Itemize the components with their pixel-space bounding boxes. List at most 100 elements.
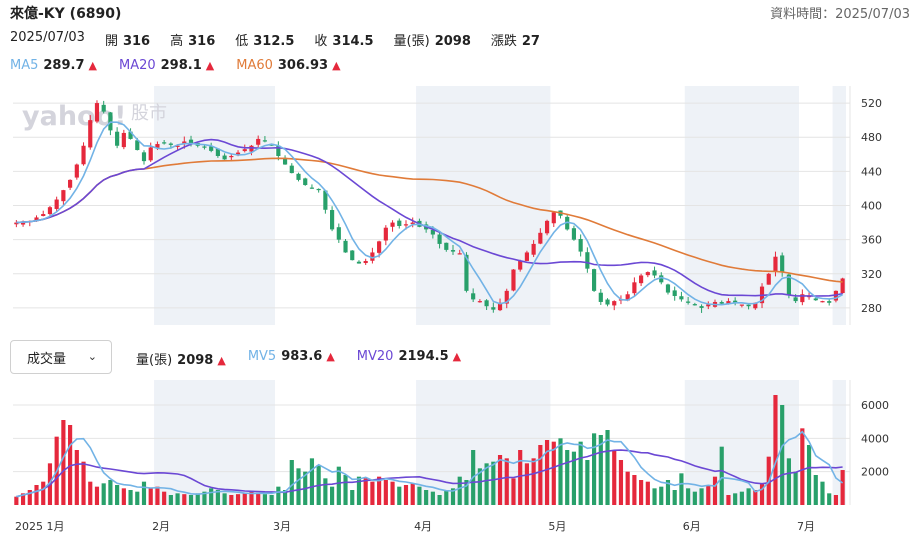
candle-body (692, 304, 697, 306)
data-time: 資料時間：2025/07/03 (770, 7, 910, 22)
candle-body (639, 275, 644, 284)
up-arrow-icon: ▲ (332, 59, 341, 72)
volume-bar (363, 478, 368, 505)
volume-bar (437, 495, 442, 505)
volume-bar (632, 475, 637, 505)
volume-bar (141, 481, 147, 505)
candle-body (148, 147, 153, 161)
volume-bar (652, 488, 657, 505)
candle-body (531, 243, 536, 255)
candle-body (753, 302, 758, 309)
volume-bar (403, 485, 409, 505)
up-arrow-icon: ▲ (217, 354, 226, 367)
volume-bar (592, 433, 597, 505)
x-tick-label: 6月 (683, 520, 701, 533)
candle-body (309, 187, 315, 189)
candle-body (202, 146, 207, 148)
candle-body (780, 255, 785, 273)
volume-bar (780, 405, 785, 505)
candle-body (235, 152, 241, 156)
candle-body (343, 240, 348, 253)
volume-bar (605, 430, 610, 505)
candle-body (565, 216, 570, 230)
candle-body (162, 142, 167, 144)
ma-legend: MA5 289.7 ▲ MA20 298.1 ▲ MA60 306.93 ▲ (10, 58, 341, 73)
candle-body (410, 222, 415, 225)
candle-body (645, 272, 650, 276)
candle-body (719, 302, 724, 304)
candle-body (450, 250, 456, 252)
candle-body (229, 155, 234, 158)
candle-body (598, 292, 603, 302)
candle-body (323, 190, 328, 210)
volume-bar (571, 451, 577, 505)
volume-bar (88, 481, 93, 505)
up-arrow-icon: ▲ (205, 59, 215, 72)
volume-tick-label: 4000 (861, 432, 889, 445)
volume-bar (168, 495, 173, 505)
up-arrow-icon: ▲ (326, 350, 335, 363)
volume-bar (497, 455, 503, 505)
candle-body (182, 141, 187, 144)
volume-bar (746, 488, 751, 505)
candle-body (282, 157, 288, 165)
ma5-line (16, 121, 843, 306)
volume-bar (188, 495, 194, 505)
volume-bar (585, 460, 590, 505)
candle-body (672, 290, 677, 296)
candle-body (437, 234, 442, 244)
quote-open: 開 316 (104, 34, 151, 49)
volume-bar (296, 468, 301, 505)
candle-body (108, 112, 113, 131)
mv5-line (16, 430, 844, 498)
candle-body (390, 222, 395, 227)
up-arrow-icon: ▲ (88, 59, 97, 72)
volume-bar (34, 485, 39, 505)
candle-body (336, 227, 341, 240)
volume-bar (484, 463, 489, 505)
volume-bar (759, 483, 765, 505)
volume-bar (491, 461, 496, 505)
candle-body (61, 190, 66, 202)
x-tick-label: 4月 (414, 520, 432, 533)
candle-body (800, 294, 805, 303)
candle-body (538, 232, 543, 244)
quote-row: 2025/07/03 開 316 高 316 低 312.5 收 314.5 量(張) 2… (10, 30, 540, 49)
volume-bar (504, 458, 509, 505)
volume-bar (686, 488, 691, 505)
volume-bar (121, 488, 126, 505)
price-tick-label: 480 (861, 131, 882, 144)
candle-body (665, 284, 671, 293)
volume-bar (249, 491, 254, 505)
candle-body (296, 173, 301, 180)
candle-body (81, 145, 86, 165)
volume-indicator-select[interactable]: 成交量 ⌄ (10, 340, 112, 374)
volume-month-band (684, 380, 799, 505)
candle-body (316, 188, 321, 191)
volume-bar (20, 493, 26, 505)
candle-body (14, 222, 19, 225)
ma20-line (16, 138, 843, 297)
volume-bar (598, 435, 603, 505)
volume-bar (672, 490, 677, 505)
candle-body (686, 301, 691, 303)
volume-bar (397, 486, 402, 505)
candle-body (403, 224, 409, 226)
volume-bar (833, 495, 839, 505)
volume-bar (383, 480, 388, 505)
volume-bar (659, 486, 664, 505)
candle-body (88, 120, 93, 148)
candle-body (430, 229, 435, 235)
volume-bar (410, 483, 415, 505)
candle-body (786, 274, 791, 296)
candle-body (464, 254, 469, 291)
volume-bar (350, 490, 355, 505)
volume-bar (578, 441, 583, 505)
candle-body (612, 301, 617, 306)
x-axis-labels: 2025 1月 2月 3月 4月 5月 6月 7月 (15, 520, 815, 533)
volume-bar (81, 461, 86, 505)
volume-bar (618, 460, 624, 505)
candle-body (74, 164, 79, 178)
volume-bar (282, 490, 288, 505)
